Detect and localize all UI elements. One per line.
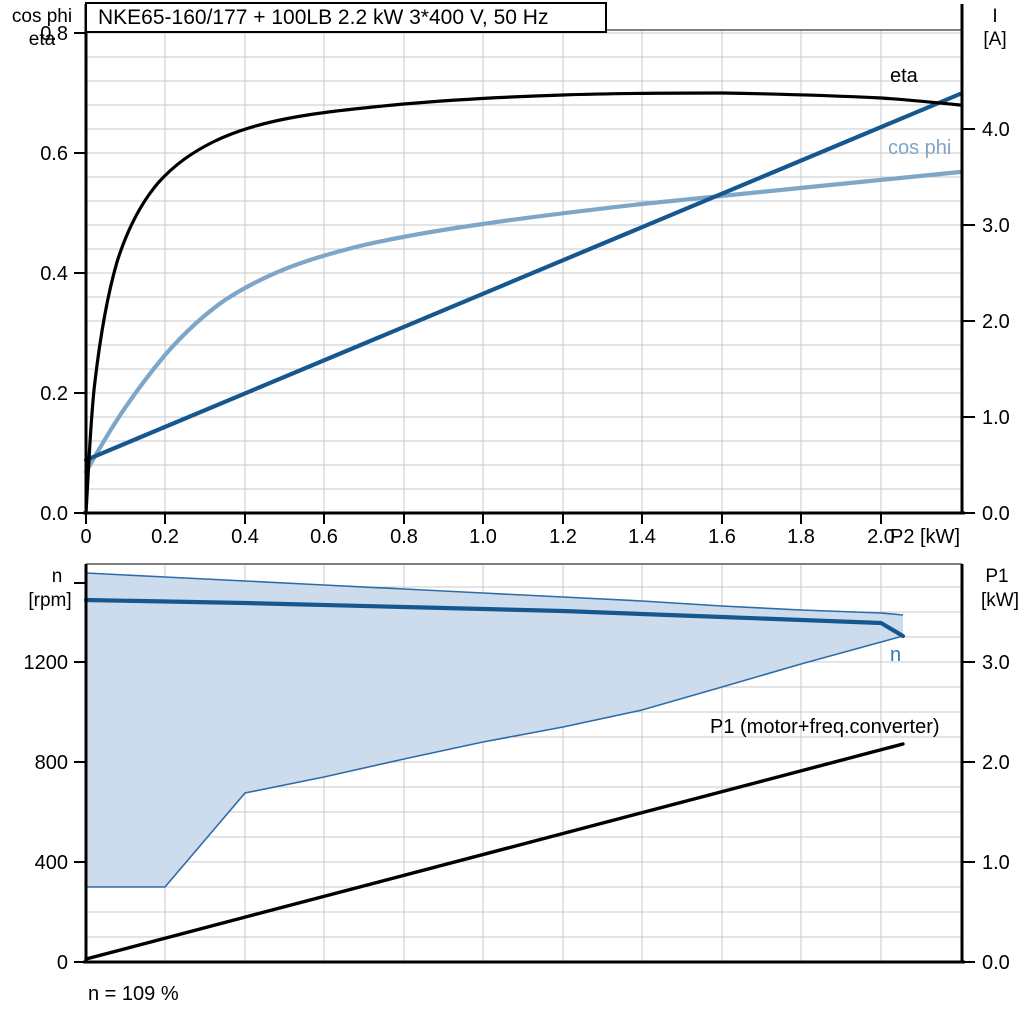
top-x-tick-1: 0.2 xyxy=(151,526,179,548)
top-chart-left-ticks: 0.0 0.2 0.4 0.6 0.8 xyxy=(40,23,86,525)
cos-phi-curve-label: cos phi xyxy=(888,137,951,159)
top-left-tick-0: 0.0 xyxy=(40,503,68,525)
top-right-tick-1: 1.0 xyxy=(982,407,1010,429)
top-right-tick-3: 3.0 xyxy=(982,215,1010,237)
chart-title: NKE65-160/177 + 100LB 2.2 kW 3*400 V, 50… xyxy=(98,6,548,29)
top-x-tick-0: 0 xyxy=(80,526,91,548)
top-x-tick-2: 0.4 xyxy=(231,526,259,548)
top-chart-left-axis-title-line1: cos phi xyxy=(12,6,72,27)
p1-curve xyxy=(84,742,905,961)
bottom-left-tick-2: 800 xyxy=(35,752,68,774)
top-x-tick-7: 1.4 xyxy=(628,526,656,548)
top-left-tick-4: 0.8 xyxy=(40,23,68,45)
speed-curve-label: n xyxy=(890,644,901,666)
bottom-chart-left-ticks: 0 400 800 1200 xyxy=(24,582,86,974)
top-chart-left-axis-title-line2: eta xyxy=(29,29,56,50)
bottom-right-tick-0: 0.0 xyxy=(982,952,1010,974)
top-left-tick-1: 0.2 xyxy=(40,383,68,405)
top-x-tick-8: 1.6 xyxy=(708,526,736,548)
bottom-right-tick-3: 3.0 xyxy=(982,652,1010,674)
top-chart-right-axis-title-line2: [A] xyxy=(983,29,1006,50)
bottom-chart-right-ticks: 0.0 1.0 2.0 3.0 xyxy=(962,652,1010,974)
bottom-chart-right-axis-title-line1: P1 xyxy=(985,566,1008,587)
top-right-tick-4: 4.0 xyxy=(982,119,1010,141)
top-right-tick-2: 2.0 xyxy=(982,311,1010,333)
top-chart-horizontal-gridlines xyxy=(86,32,962,490)
top-x-tick-4: 0.8 xyxy=(390,526,418,548)
bottom-left-tick-0: 0 xyxy=(57,952,68,974)
bottom-chart-left-axis-title-line2: [rpm] xyxy=(28,590,71,611)
eta-curve xyxy=(84,91,962,515)
top-left-tick-3: 0.6 xyxy=(40,143,68,165)
bottom-right-tick-1: 1.0 xyxy=(982,852,1010,874)
top-chart: 0.0 0.2 0.4 0.6 0.8 0.0 1.0 2.0 3.0 4.0 xyxy=(12,2,1010,548)
bottom-chart-left-axis-title-line1: n xyxy=(52,566,63,587)
title-box xyxy=(85,2,607,33)
top-chart-x-axis-title: P2 [kW] xyxy=(890,526,960,548)
top-x-tick-3: 0.6 xyxy=(310,526,338,548)
current-curve xyxy=(83,91,963,463)
top-chart-x-ticks: 0 0.2 0.4 0.6 0.8 1.0 1.2 1.4 1.6 1.8 2.… xyxy=(80,513,895,548)
top-chart-vertical-gridlines xyxy=(85,30,882,513)
speed-percentage-note: n = 109 % xyxy=(88,983,179,1005)
top-chart-right-axis-title-line1: I xyxy=(992,6,997,27)
top-chart-right-ticks: 0.0 1.0 2.0 3.0 4.0 xyxy=(962,119,1010,525)
bottom-left-tick-3: 1200 xyxy=(24,652,69,674)
speed-curve xyxy=(83,597,906,639)
speed-band-lower-edge xyxy=(86,635,904,888)
bottom-chart-right-axis-title-line2: [kW] xyxy=(981,590,1019,611)
top-right-tick-0: 0.0 xyxy=(982,503,1010,525)
speed-band-upper-edge xyxy=(85,572,904,616)
bottom-left-tick-1: 400 xyxy=(35,852,68,874)
p1-curve-label: P1 (motor+freq.converter) xyxy=(710,716,940,738)
top-x-tick-10: 2.0 xyxy=(867,526,895,548)
top-x-tick-5: 1.0 xyxy=(469,526,497,548)
speed-range-band xyxy=(86,573,903,887)
bottom-chart: 0 400 800 1200 0.0 1.0 2.0 3.0 n [rpm] P… xyxy=(24,563,1019,1005)
eta-curve-label: eta xyxy=(890,65,919,87)
top-x-tick-9: 1.8 xyxy=(787,526,815,548)
top-left-tick-2: 0.4 xyxy=(40,263,68,285)
cos-phi-curve xyxy=(83,169,963,475)
bottom-right-tick-2: 2.0 xyxy=(982,752,1010,774)
top-x-tick-6: 1.2 xyxy=(549,526,577,548)
